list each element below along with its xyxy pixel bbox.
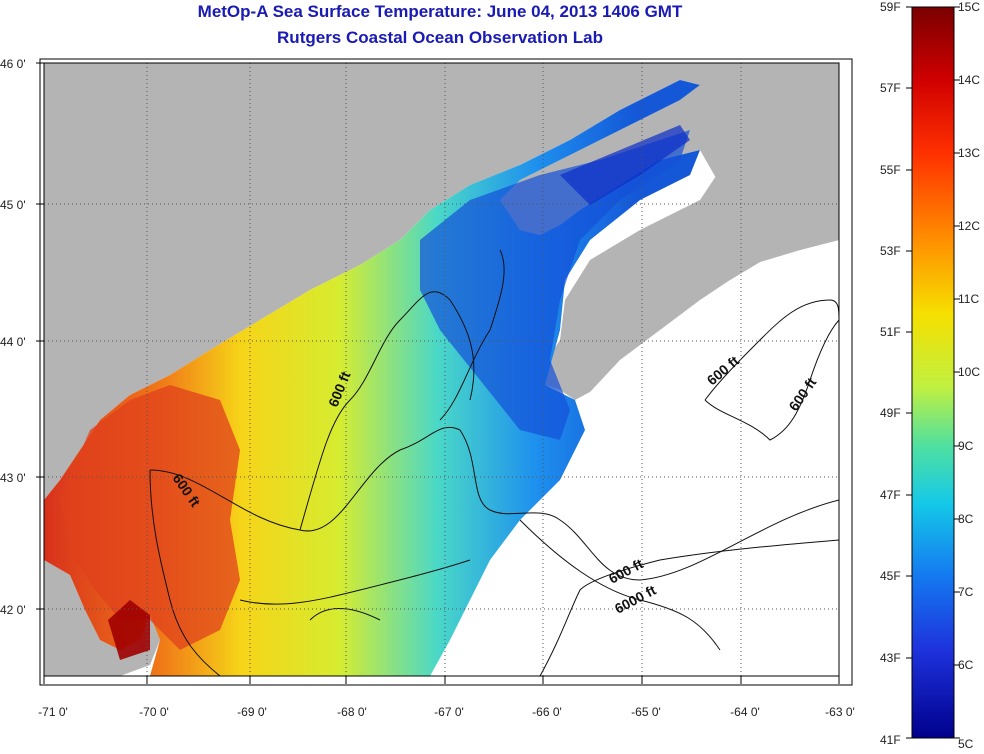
lat-tick-label: 45 0' [0, 198, 26, 212]
colorbar-f-label: 49F [880, 406, 901, 420]
lat-tick-label: 46 0' [0, 57, 26, 71]
lon-tick-label: -69 0' [237, 705, 267, 719]
lon-tick-label: -70 0' [139, 705, 169, 719]
warm-water-region [60, 385, 240, 650]
colorbar-ticks [906, 6, 960, 739]
cold-water-region [420, 130, 690, 440]
graticule [44, 63, 839, 676]
lat-tick-label: 43 0' [0, 471, 26, 485]
lon-tick-label: -71 0' [38, 705, 68, 719]
tick-marks [36, 62, 840, 684]
colorbar-c-label: 8C [958, 512, 974, 526]
lon-tick-label: -63 0' [825, 705, 855, 719]
colorbar-c-label: 6C [958, 658, 974, 672]
lat-tick-label: 42 0' [0, 603, 26, 617]
lat-tick-label: 44 0' [0, 335, 26, 349]
colorbar-f-label: 43F [880, 651, 901, 665]
map-title: MetOp-A Sea Surface Temperature: June 04… [197, 2, 683, 21]
lon-tick-label: -67 0' [434, 705, 464, 719]
colorbar-f-label: 55F [880, 163, 901, 177]
map-subtitle: Rutgers Coastal Ocean Observation Lab [277, 28, 603, 47]
colorbar-f-label: 59F [880, 0, 901, 14]
outer-frame [39, 58, 853, 686]
lon-tick-label: -68 0' [337, 705, 367, 719]
lon-tick-label: -64 0' [730, 705, 760, 719]
colorbar-f-label: 47F [880, 488, 901, 502]
colorbar-c-label: 5C [958, 737, 974, 751]
colorbar-f-label: 45F [880, 569, 901, 583]
colorbar-f-label: 41F [880, 733, 901, 747]
colorbar-c-label: 12C [958, 219, 980, 233]
colorbar-c-label: 14C [958, 73, 980, 87]
lon-tick-label: -66 0' [532, 705, 562, 719]
nova-scotia-land [700, 145, 839, 280]
colorbar-fahrenheit-scale: 59F 57F 55F 53F 51F 49F 47F 45F 43F 41F [880, 0, 901, 747]
colorbar-f-label: 57F [880, 81, 901, 95]
colorbar-f-label: 53F [880, 244, 901, 258]
colorbar-c-label: 13C [958, 146, 980, 160]
colorbar-c-label: 10C [958, 365, 980, 379]
colorbar-c-label: 9C [958, 439, 974, 453]
hot-spot [108, 600, 150, 660]
colorbar-celsius-scale: 15C 14C 13C 12C 11C 10C 9C 8C 7C 6C 5C [958, 0, 980, 751]
colorbar-c-label: 7C [958, 585, 974, 599]
map-frame [43, 62, 840, 677]
lon-tick-label: -65 0' [631, 705, 661, 719]
colorbar-c-label: 15C [958, 0, 980, 14]
colorbar [911, 6, 955, 739]
fundy-cold [560, 125, 690, 205]
colorbar-f-label: 51F [880, 325, 901, 339]
colorbar-c-label: 11C [958, 292, 979, 306]
